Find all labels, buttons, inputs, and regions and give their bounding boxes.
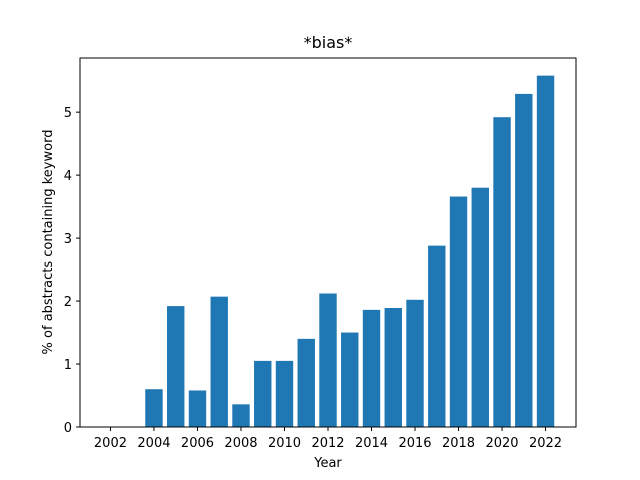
y-tick-label: 4 bbox=[64, 169, 72, 184]
bar-2006 bbox=[188, 390, 207, 427]
bar-2005 bbox=[167, 306, 185, 427]
x-tick-label: 2008 bbox=[224, 436, 257, 451]
x-tick-label: 2014 bbox=[355, 436, 388, 451]
x-tick-label: 2020 bbox=[485, 436, 518, 451]
x-tick-label: 2004 bbox=[137, 436, 170, 451]
y-tick-label: 1 bbox=[64, 358, 72, 373]
bar-2014 bbox=[362, 309, 381, 427]
y-axis-label: % of abstracts containing keyword bbox=[41, 130, 56, 355]
bar-2011 bbox=[297, 338, 315, 427]
bar-2021 bbox=[515, 93, 533, 428]
bar-2008 bbox=[232, 404, 250, 427]
bar-2010 bbox=[275, 360, 294, 427]
y-axis-ticks: 0 1 2 3 4 5 bbox=[64, 106, 80, 436]
x-tick-label: 2006 bbox=[181, 436, 214, 451]
x-axis-label: Year bbox=[313, 456, 342, 471]
bar-2015 bbox=[384, 307, 402, 427]
bar-2018 bbox=[449, 196, 468, 427]
bar-2019 bbox=[471, 187, 489, 427]
y-tick-label: 0 bbox=[64, 421, 72, 436]
y-tick-label: 2 bbox=[64, 295, 72, 310]
bar-2020 bbox=[493, 117, 511, 427]
bar-2013 bbox=[341, 332, 359, 427]
x-tick-label: 2002 bbox=[94, 436, 127, 451]
bar-2012 bbox=[319, 293, 337, 427]
bar-2022 bbox=[536, 75, 555, 427]
x-tick-label: 2016 bbox=[398, 436, 431, 451]
bar-2017 bbox=[428, 245, 446, 427]
x-tick-label: 2018 bbox=[442, 436, 475, 451]
bar-2016 bbox=[406, 299, 424, 427]
y-tick-label: 5 bbox=[64, 106, 72, 121]
x-tick-label: 2012 bbox=[311, 436, 344, 451]
x-axis-ticks: 2002 2004 2006 2008 2010 2012 2014 2016 2018 2020… bbox=[94, 427, 562, 451]
x-tick-label: 2022 bbox=[529, 436, 562, 451]
bar-2007 bbox=[210, 296, 228, 427]
chart-title: *bias* bbox=[304, 33, 353, 52]
bars-group bbox=[145, 75, 555, 428]
x-tick-label: 2010 bbox=[268, 436, 301, 451]
bar-2004 bbox=[145, 389, 163, 427]
bar-2009 bbox=[254, 360, 272, 427]
y-tick-label: 3 bbox=[64, 232, 72, 247]
